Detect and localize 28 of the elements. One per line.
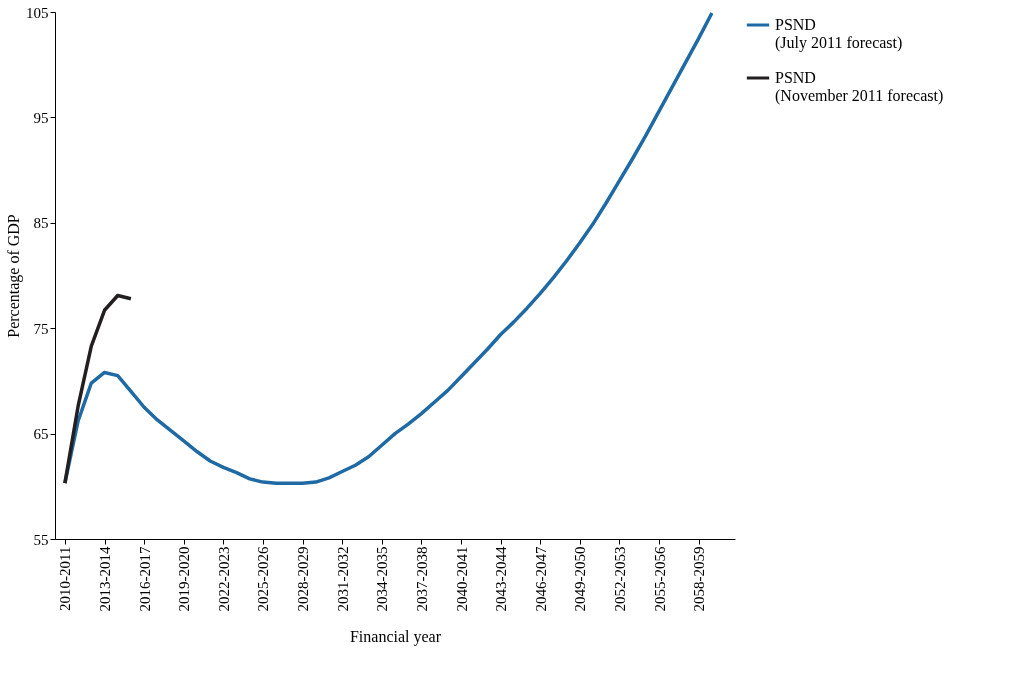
x-tick-label: 2043-2044	[493, 546, 510, 612]
x-tick-label: 2058-2059	[691, 546, 708, 612]
x-tick-label: 2022-2023	[215, 546, 232, 612]
y-axis-title: Percentage of GDP	[5, 214, 23, 338]
x-tick-label: 2052-2053	[611, 546, 628, 612]
x-tick-label: 2040-2041	[453, 546, 470, 612]
legend-label: PSND (November 2011 forecast)	[775, 69, 944, 105]
x-tick-label: 2049-2050	[572, 546, 589, 612]
y-tick-label: 85	[33, 215, 49, 232]
y-tick-label: 105	[26, 4, 49, 21]
y-tick-label: 95	[33, 109, 49, 126]
x-tick-label: 2055-2056	[651, 546, 668, 612]
line-series	[63, 293, 133, 485]
x-tick-label: 2019-2020	[176, 546, 193, 612]
x-tick-label: 2028-2029	[295, 546, 312, 612]
x-tick-label: 2031-2032	[334, 546, 351, 612]
x-tick-label: 2034-2035	[374, 546, 391, 612]
x-tick-label: 2025-2026	[255, 546, 272, 612]
y-tick-label: 65	[33, 426, 49, 443]
x-axis-title: Financial year	[349, 628, 442, 647]
y-tick-label: 55	[33, 531, 49, 548]
x-tick-label: 2013-2014	[97, 546, 114, 612]
x-tick-label: 2010-2011	[57, 546, 74, 611]
x-tick-label: 2016-2017	[136, 546, 153, 612]
legend-label: PSND (July 2011 forecast)	[775, 16, 903, 52]
x-tick-label: 2046-2047	[532, 546, 549, 612]
y-tick-label: 75	[33, 320, 49, 337]
x-tick-label: 2037-2038	[413, 546, 430, 612]
